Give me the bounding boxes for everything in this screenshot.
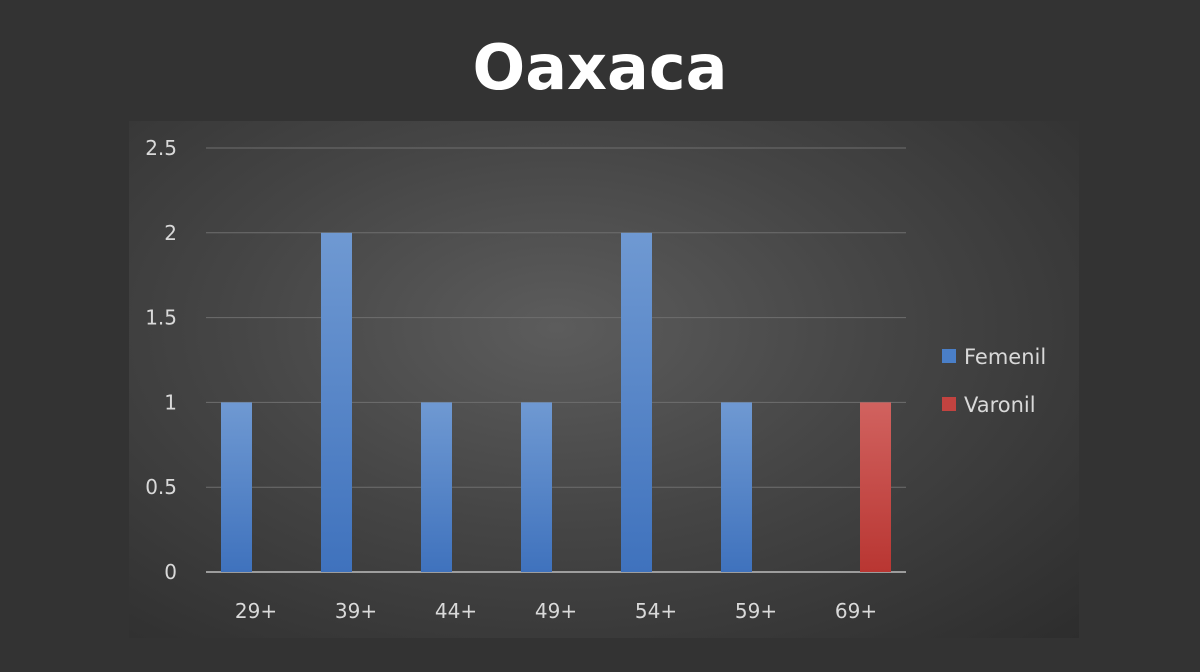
- y-tick-label: 0: [164, 560, 177, 584]
- x-tick-label: 49+: [535, 599, 577, 623]
- x-tick-label: 29+: [235, 599, 277, 623]
- y-tick-label: 2.5: [145, 136, 177, 160]
- bar-femenil-59+: [721, 402, 752, 572]
- bar-femenil-44+: [421, 402, 452, 572]
- chart-area: 0 0.5 1 1.5 2 2.5 29+ 39+ 44+ 49+ 54+ 59+ 69+ Femen…: [129, 121, 1079, 638]
- legend-swatch-varonil: [942, 397, 956, 411]
- bars: [221, 232, 891, 573]
- legend-label-varonil: Varonil: [964, 393, 1036, 417]
- x-tick-label: 69+: [835, 599, 877, 623]
- y-axis-ticks: 0 0.5 1 1.5 2 2.5: [145, 136, 177, 584]
- chart-title: Oaxaca: [472, 31, 728, 104]
- gridlines: [206, 147, 906, 573]
- legend-swatch-femenil: [942, 349, 956, 363]
- legend-label-femenil: Femenil: [964, 345, 1046, 369]
- bar-femenil-39+: [321, 232, 352, 573]
- legend: Femenil Varonil: [942, 345, 1046, 417]
- x-tick-label: 54+: [635, 599, 677, 623]
- x-tick-label: 39+: [335, 599, 377, 623]
- bar-femenil-49+: [521, 402, 552, 572]
- y-tick-label: 1.5: [145, 306, 177, 330]
- bar-chart: 0 0.5 1 1.5 2 2.5 29+ 39+ 44+ 49+ 54+ 59+ 69+ Femen…: [145, 136, 1046, 623]
- bar-femenil-54+: [621, 232, 652, 573]
- y-tick-label: 0.5: [145, 475, 177, 499]
- y-tick-label: 1: [164, 390, 177, 414]
- x-tick-label: 59+: [735, 599, 777, 623]
- x-tick-label: 44+: [435, 599, 477, 623]
- bar-femenil-29+: [221, 402, 252, 572]
- x-axis-ticks: 29+ 39+ 44+ 49+ 54+ 59+ 69+: [235, 599, 877, 623]
- bar-varonil-69+: [860, 402, 891, 572]
- y-tick-label: 2: [164, 221, 177, 245]
